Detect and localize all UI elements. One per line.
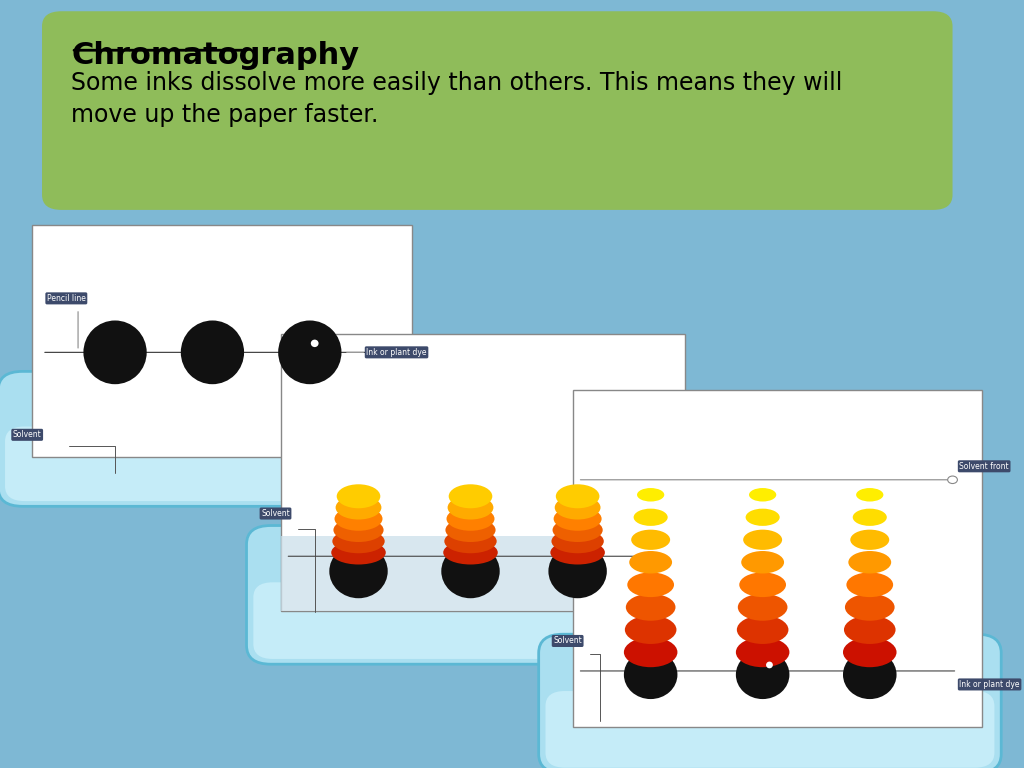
Ellipse shape (555, 495, 600, 519)
FancyBboxPatch shape (539, 634, 1001, 768)
Bar (281, 536, 685, 611)
FancyBboxPatch shape (42, 12, 952, 210)
Ellipse shape (449, 485, 493, 508)
Ellipse shape (741, 551, 784, 574)
Ellipse shape (337, 485, 380, 508)
Ellipse shape (853, 508, 887, 526)
FancyBboxPatch shape (253, 582, 697, 659)
Ellipse shape (634, 508, 668, 526)
Ellipse shape (739, 572, 786, 597)
Text: Solvent: Solvent (261, 509, 290, 518)
Bar (572, 390, 982, 727)
Circle shape (947, 476, 957, 484)
Ellipse shape (749, 488, 776, 502)
Ellipse shape (628, 572, 674, 597)
Ellipse shape (737, 615, 788, 644)
Bar (33, 225, 412, 457)
Ellipse shape (333, 529, 385, 553)
Ellipse shape (843, 637, 897, 667)
FancyBboxPatch shape (247, 525, 705, 664)
Ellipse shape (549, 545, 607, 598)
Ellipse shape (279, 320, 341, 384)
Ellipse shape (335, 507, 383, 531)
Ellipse shape (847, 572, 893, 597)
Ellipse shape (845, 594, 895, 621)
Ellipse shape (554, 507, 602, 531)
FancyBboxPatch shape (546, 691, 994, 768)
Ellipse shape (624, 650, 678, 699)
Ellipse shape (441, 545, 500, 598)
Ellipse shape (556, 485, 599, 508)
Text: Ink or plant dye: Ink or plant dye (367, 348, 427, 357)
Text: Ink or plant dye: Ink or plant dye (959, 680, 1020, 689)
Ellipse shape (624, 637, 678, 667)
Ellipse shape (553, 518, 603, 542)
Ellipse shape (311, 339, 318, 347)
Ellipse shape (625, 615, 677, 644)
Ellipse shape (444, 529, 497, 553)
Ellipse shape (445, 518, 496, 542)
Text: Pencil line: Pencil line (47, 294, 86, 303)
Text: Some inks dissolve more easily than others. This means they will
move up the pap: Some inks dissolve more easily than othe… (72, 71, 843, 127)
Ellipse shape (443, 541, 498, 564)
Ellipse shape (334, 518, 384, 542)
FancyBboxPatch shape (0, 372, 427, 506)
Ellipse shape (550, 541, 605, 564)
FancyBboxPatch shape (5, 426, 420, 501)
Text: Solvent: Solvent (13, 430, 42, 439)
Ellipse shape (738, 594, 787, 621)
Ellipse shape (856, 488, 884, 502)
Ellipse shape (331, 541, 386, 564)
Ellipse shape (631, 530, 670, 550)
Ellipse shape (736, 650, 790, 699)
Bar (281, 333, 685, 611)
Ellipse shape (336, 495, 381, 519)
Ellipse shape (552, 529, 604, 553)
Ellipse shape (626, 594, 676, 621)
Ellipse shape (743, 530, 782, 550)
Ellipse shape (850, 530, 889, 550)
Ellipse shape (446, 507, 495, 531)
Ellipse shape (83, 320, 146, 384)
Ellipse shape (745, 508, 779, 526)
Ellipse shape (637, 488, 665, 502)
Ellipse shape (447, 495, 494, 519)
Ellipse shape (766, 661, 773, 668)
Ellipse shape (629, 551, 672, 574)
Ellipse shape (844, 615, 896, 644)
Text: Chromatography: Chromatography (72, 41, 359, 70)
Text: Solvent front: Solvent front (959, 462, 1009, 471)
Ellipse shape (330, 545, 388, 598)
Ellipse shape (181, 320, 244, 384)
Ellipse shape (848, 551, 891, 574)
Ellipse shape (843, 650, 897, 699)
Text: Solvent: Solvent (553, 637, 582, 645)
Ellipse shape (736, 637, 790, 667)
